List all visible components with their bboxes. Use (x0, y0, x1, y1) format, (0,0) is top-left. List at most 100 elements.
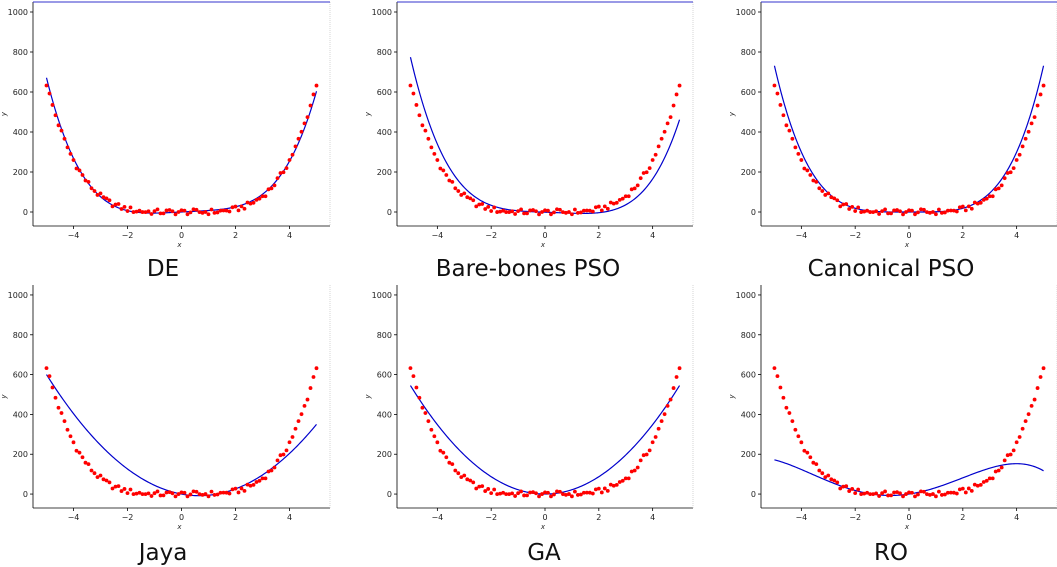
x-tick-label: 2 (233, 231, 238, 240)
data-point (185, 212, 190, 217)
data-point (59, 128, 64, 133)
y-axis-label: y (728, 394, 736, 400)
data-point (784, 405, 789, 410)
data-point (173, 212, 178, 217)
data-point (489, 209, 494, 213)
data-point (98, 473, 103, 478)
y-tick-label: 800 (741, 331, 756, 340)
data-point (593, 487, 598, 492)
data-point (528, 208, 532, 213)
data-point (611, 201, 616, 206)
data-point (584, 490, 589, 495)
data-point (999, 183, 1004, 188)
data-point (272, 465, 277, 470)
data-point (796, 434, 801, 439)
x-tick-label: 4 (1014, 231, 1019, 240)
data-point (74, 448, 79, 453)
data-point (92, 189, 97, 193)
data-point (110, 204, 115, 209)
data-point (880, 209, 884, 214)
data-point (978, 483, 983, 487)
data-point (638, 176, 643, 181)
data-point (284, 166, 289, 171)
data-point (614, 483, 619, 487)
x-axis-label: x (540, 523, 546, 531)
data-point (793, 145, 798, 150)
data-point (101, 195, 106, 200)
data-point (131, 210, 136, 214)
data-point (525, 211, 529, 216)
x-tick-label: 2 (596, 513, 601, 522)
data-point (302, 121, 307, 126)
data-point (859, 492, 864, 497)
data-point (444, 173, 449, 177)
data-point (251, 200, 256, 205)
y-tick-label: 200 (13, 450, 28, 459)
data-point (963, 490, 968, 495)
data-point (438, 448, 443, 453)
data-point (453, 186, 458, 191)
data-point (465, 477, 470, 482)
x-tick-label: −2 (849, 513, 861, 522)
data-point (179, 490, 184, 495)
data-point (245, 200, 250, 205)
data-point (534, 209, 538, 214)
y-tick-label: 600 (13, 88, 28, 97)
data-point (1017, 435, 1022, 439)
data-point (1014, 158, 1019, 162)
x-tick-label: −4 (795, 513, 807, 522)
data-point (284, 448, 289, 453)
data-point (176, 210, 181, 214)
data-point (290, 152, 295, 157)
panel-2: −4 −2 0 2 4 0 200 400 600 800 1000 x y Bare-bones PSO (364, 1, 694, 282)
data-point (47, 374, 52, 379)
data-point (462, 473, 467, 478)
data-point (790, 419, 795, 424)
data-point (546, 208, 550, 213)
data-point (975, 483, 980, 488)
data-points (408, 83, 682, 217)
data-point (125, 209, 130, 213)
y-tick-label: 0 (387, 490, 392, 499)
data-point (590, 491, 595, 496)
data-point (605, 488, 610, 493)
data-point (972, 482, 977, 487)
data-point (492, 487, 497, 492)
data-point (1038, 375, 1043, 379)
x-axis-label: x (176, 523, 182, 531)
x-tick-label: 2 (233, 513, 238, 522)
y-tick-label: 200 (13, 168, 28, 177)
data-point (552, 210, 556, 215)
data-point (1035, 386, 1040, 390)
x-tick-label: −4 (431, 513, 443, 522)
data-point (665, 121, 670, 126)
data-point (581, 490, 586, 495)
y-tick-label: 800 (377, 331, 392, 340)
data-point (423, 411, 428, 415)
data-point (206, 212, 211, 217)
data-point (954, 209, 959, 214)
x-axis-label: x (540, 241, 546, 249)
data-point (1032, 397, 1037, 402)
panel-1: −4 −2 0 2 4 0 200 400 600 800 1000 x y DE (0, 1, 331, 282)
data-point (513, 494, 517, 498)
data-point (611, 483, 616, 488)
data-point (230, 487, 235, 492)
data-point (531, 490, 535, 494)
data-point (158, 493, 163, 498)
data-point (308, 103, 313, 108)
data-point (152, 209, 157, 214)
data-point (904, 492, 908, 496)
data-point (441, 168, 446, 173)
data-point (77, 450, 82, 455)
y-tick-label: 400 (741, 128, 756, 137)
x-tick-label: −4 (431, 231, 443, 240)
data-point (215, 210, 220, 215)
data-point (408, 366, 413, 371)
data-point (987, 476, 992, 481)
data-point (543, 490, 547, 495)
data-point (626, 194, 631, 199)
data-point (772, 366, 777, 371)
data-point (80, 173, 85, 177)
data-points (44, 366, 319, 499)
